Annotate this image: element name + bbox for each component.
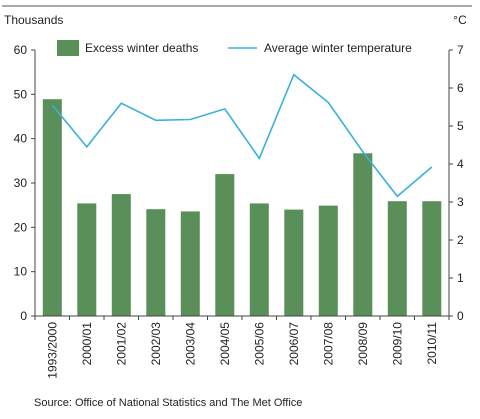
x-tick-label: 2005/06 [252,322,266,366]
x-tick-label: 2007/08 [321,322,335,366]
left-tick-label: 40 [14,132,28,146]
axes: 0 10 20 30 40 50 60 0 1 2 3 4 5 6 7 1993/2000 2000/01 200… [14,43,464,379]
bar-2001-02 [111,194,131,316]
x-tick-label: 2010/11 [425,322,439,365]
bar-2009-10 [387,201,407,316]
right-tick-label: 2 [457,233,464,247]
legend-label-deaths: Excess winter deaths [85,41,198,55]
right-tick-label: 6 [457,81,464,95]
right-tick-label: 4 [457,157,464,171]
left-tick-label: 50 [14,87,28,101]
x-tick-label: 2004/05 [218,322,232,366]
line-series [51,73,433,198]
left-tick-label: 20 [14,220,28,234]
bar-2005-06 [249,203,269,316]
bar-2008-09 [353,153,373,316]
right-tick-label: 3 [457,195,464,209]
left-axis-unit: Thousands [4,13,63,27]
left-tick-label: 60 [14,43,28,57]
x-tick-label: 2006/07 [287,322,301,366]
x-tick-label: 2003/04 [183,322,197,366]
x-tick-label: 2001/02 [114,322,128,366]
temperature-line [51,73,433,198]
x-tick-label: 2009/10 [390,322,404,366]
right-tick-label: 5 [457,119,464,133]
bar-2010-11 [422,201,442,316]
right-tick-label: 1 [457,271,464,285]
bar-2007-08 [318,205,338,316]
legend: Excess winter deaths Average winter tempe… [57,40,412,56]
right-axis-unit: °C [453,13,467,27]
right-tick-label: 7 [457,43,464,57]
bar-2002-03 [146,209,166,316]
x-tick-label: 2000/01 [80,322,94,366]
legend-swatch-deaths [57,40,79,56]
x-tick-label: 2002/03 [149,322,163,366]
x-tick-label: 2008/09 [356,322,370,366]
left-tick-label: 10 [14,265,28,279]
bar-2003-04 [180,211,200,316]
x-tick-label: 1993/2000 [45,322,59,379]
legend-label-temperature: Average winter temperature [264,41,412,55]
right-tick-label: 0 [457,309,464,323]
bar-2004-05 [215,174,235,316]
bar-1993-2000 [42,99,62,316]
bar-2000-01 [77,203,97,316]
source-note: Source: Office of National Statistics an… [34,397,303,409]
bar-2006-07 [284,209,304,316]
left-tick-label: 30 [14,176,28,190]
left-tick-label: 0 [20,309,27,323]
bar-series [42,99,442,316]
